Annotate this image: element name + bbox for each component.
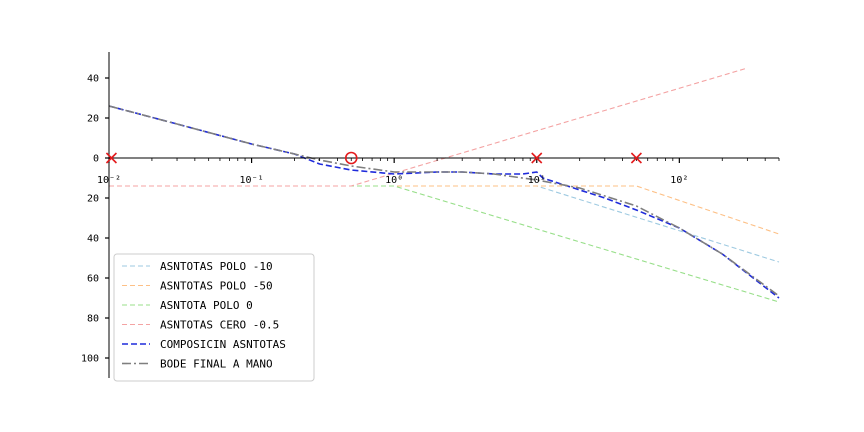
- x-tick-label: 10²: [670, 175, 688, 186]
- y-tick-label: 40: [87, 234, 99, 245]
- series-line-1: [109, 186, 779, 262]
- y-tick-label: 60: [87, 274, 99, 285]
- legend-label: ASNTOTA POLO 0: [160, 299, 253, 312]
- y-tick-label: 100: [81, 354, 99, 365]
- y-tick-label: 80: [87, 314, 99, 325]
- legend: ASNTOTAS POLO -10 ASNTOTAS POLO -50 ASNTOT…: [114, 254, 314, 381]
- y-tick-label: 20: [87, 114, 99, 125]
- x-tick-label: 10⁰: [385, 175, 403, 186]
- legend-label: ASNTOTAS POLO -50: [160, 280, 273, 293]
- y-tick-label: 0: [93, 154, 99, 165]
- legend-label: ASNTOTAS CERO -0.5: [160, 319, 279, 332]
- y-tick-label: 40: [87, 74, 99, 85]
- series-line-4: [109, 68, 747, 186]
- x-tick-label: 10⁻¹: [240, 175, 264, 186]
- x-tick-label: 10⁻²: [97, 175, 121, 186]
- x-tick-label: 10¹: [528, 175, 546, 186]
- legend-label: COMPOSICIN ASNTOTAS: [160, 338, 286, 351]
- y-tick-label: 20: [87, 194, 99, 205]
- legend-label: BODE FINAL A MANO: [160, 358, 273, 371]
- legend-label: ASNTOTAS POLO -10: [160, 260, 273, 273]
